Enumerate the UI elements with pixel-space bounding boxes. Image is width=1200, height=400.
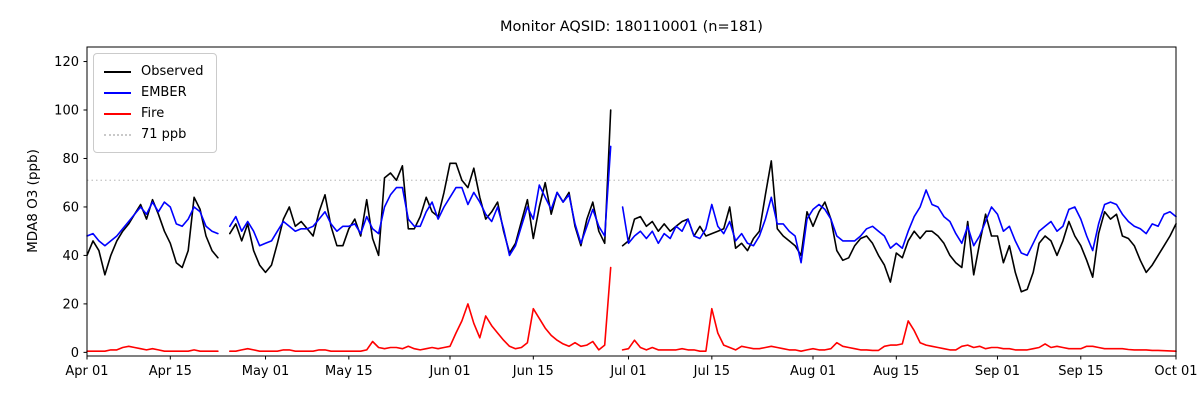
plot-area (86, 46, 1177, 357)
x-axis-tick-label: Apr 01 (65, 364, 108, 379)
legend-label: Observed (141, 64, 204, 79)
y-axis-tick-label: 100 (54, 104, 79, 119)
legend-line-swatch (104, 112, 131, 115)
legend-item: 71 ppb (104, 124, 204, 145)
legend-item: Observed (104, 61, 204, 82)
x-axis-tick-label: Oct 01 (1154, 364, 1197, 379)
x-axis-tick-label: Jul 01 (609, 364, 646, 379)
chart-title: Monitor AQSID: 180110001 (n=181) (500, 19, 763, 35)
x-axis-tick-label: Aug 01 (790, 364, 836, 379)
legend-label: EMBER (141, 85, 187, 100)
x-axis-tick-label: Jun 01 (429, 364, 471, 379)
ember-line (86, 145, 1177, 264)
x-axis-tick-label: Sep 15 (1058, 364, 1103, 379)
x-axis-tick-label: Sep 01 (975, 364, 1020, 379)
legend-line-swatch (104, 133, 131, 136)
legend-label: Fire (141, 106, 165, 121)
fire-line (86, 266, 1177, 352)
observed-line (86, 109, 1177, 293)
x-axis-tick-label: Jun 15 (512, 364, 554, 379)
x-axis-tick-label: Apr 15 (149, 364, 192, 379)
legend-line-swatch (104, 91, 131, 94)
x-axis-tick-label: May 01 (242, 364, 290, 379)
y-axis-tick-label: 20 (62, 297, 79, 312)
x-axis-tick-label: Aug 15 (873, 364, 919, 379)
y-axis-tick-label: 60 (62, 200, 79, 215)
legend: Observed EMBER Fire 71 ppb (93, 53, 217, 153)
legend-line-swatch (104, 70, 131, 73)
legend-item: EMBER (104, 82, 204, 103)
y-axis-tick-label: 120 (54, 55, 79, 70)
legend-label: 71 ppb (141, 127, 187, 142)
y-axis-tick-label: 0 (71, 346, 79, 361)
x-axis-tick-label: May 15 (325, 364, 373, 379)
y-axis-tick-label: 40 (62, 249, 79, 264)
y-axis-tick-label: 80 (62, 152, 79, 167)
legend-item: Fire (104, 103, 204, 124)
x-axis-tick-label: Jul 15 (693, 364, 730, 379)
